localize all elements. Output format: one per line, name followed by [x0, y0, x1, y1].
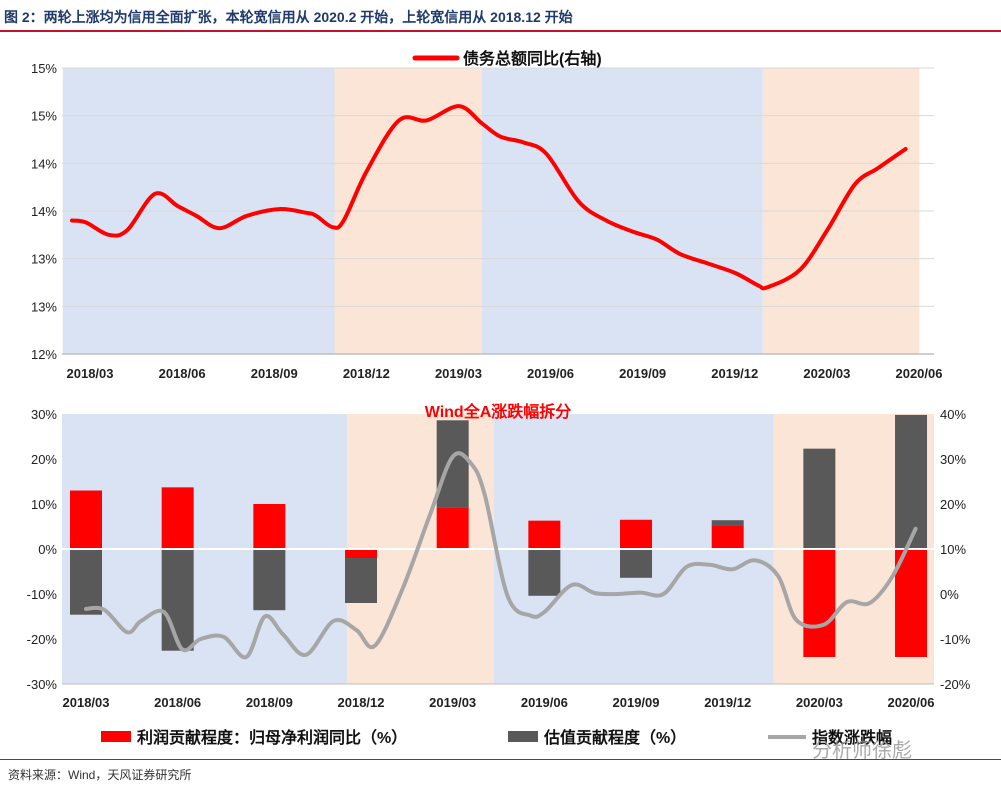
bottom-x-tick: 2018/09 [246, 695, 293, 710]
top-y-tick: 14% [31, 156, 57, 171]
bottom-x-tick: 2018/03 [63, 695, 110, 710]
top-x-tick: 2020/03 [803, 366, 850, 381]
bottom-x-tick: 2019/03 [429, 695, 476, 710]
bottom-x-tick: 2018/12 [338, 695, 385, 710]
bottom-right-y-tick: 20% [940, 497, 966, 512]
legend-swatch-valuation [508, 731, 538, 742]
top-y-tick: 13% [31, 299, 57, 314]
top-x-tick: 2019/12 [711, 366, 758, 381]
top-x-tick: 2019/06 [527, 366, 574, 381]
legend-swatch-profit [101, 731, 131, 742]
source-rule [0, 759, 1001, 760]
watermark-text: 分析师徐彪 [812, 740, 912, 762]
bottom-right-y-tick: 30% [940, 452, 966, 467]
bottom-x-tick: 2018/06 [154, 695, 201, 710]
top-x-tick: 2018/12 [343, 366, 390, 381]
bottom-right-y-tick: 40% [940, 407, 966, 422]
legend-label-valuation: 估值贡献程度（%） [543, 728, 686, 747]
valuation-bar [803, 448, 836, 549]
top-y-tick: 15% [31, 61, 57, 76]
top-y-tick: 12% [31, 347, 57, 362]
top-y-tick: 13% [31, 252, 57, 267]
bottom-x-tick: 2019/12 [704, 695, 751, 710]
bottom-y-ticks-right: 40% 30% 20% 10% 0% -10% -20% [940, 407, 971, 692]
valuation-bar [436, 420, 469, 508]
bottom-chart-title: Wind全A涨跌幅拆分 [425, 402, 572, 421]
charts-canvas: 12%13%13%14%14%15%15% 2018/03 2018/06 2018… [27, 49, 971, 747]
bottom-right-y-tick: -20% [940, 677, 971, 692]
bottom-legend: 利润贡献程度：归母净利润同比（%） 估值贡献程度（%） 指数涨跌幅 [101, 728, 892, 747]
valuation-bar [161, 549, 194, 651]
valuation-bar [711, 520, 744, 526]
valuation-bar [895, 414, 928, 549]
profit-bar [161, 487, 194, 549]
bottom-left-y-tick: 20% [31, 452, 57, 467]
bottom-left-y-tick: 10% [31, 497, 57, 512]
index-decomposition-chart: 30% 20% 10% 0% -10% -20% -30% 40% 30% 20% 10% 0% -1… [27, 402, 971, 747]
legend-label-index: 指数涨跌幅 [812, 728, 892, 747]
top-x-ticks: 2018/03 2018/06 2018/09 2018/12 2019/03 2019/… [67, 366, 943, 381]
bottom-right-y-tick: 10% [940, 542, 966, 557]
valuation-bar [528, 549, 561, 596]
top-x-tick: 2018/09 [251, 366, 298, 381]
top-legend: 债务总额同比(右轴) [412, 49, 602, 68]
bottom-x-tick: 2019/06 [521, 695, 568, 710]
valuation-bar [253, 549, 286, 611]
profit-bar [70, 490, 102, 549]
debt-growth-chart: 12%13%13%14%14%15%15% 2018/03 2018/06 2018… [31, 49, 943, 381]
title-rule [0, 30, 1001, 32]
bottom-x-tick: 2020/06 [888, 695, 935, 710]
source-note: 资料来源：Wind，天风证券研究所 [8, 768, 192, 782]
profit-bar [620, 519, 653, 549]
bottom-x-tick: 2019/09 [613, 695, 660, 710]
figure-title: 图 2：两轮上涨均为信用全面扩张，本轮宽信用从 2020.2 开始，上轮宽信用从… [4, 9, 573, 25]
bottom-left-y-tick: -10% [27, 587, 58, 602]
profit-bar [711, 525, 744, 549]
index-change-line [84, 451, 918, 660]
top-x-tick: 2018/06 [159, 366, 206, 381]
top-y-ticks: 12% 13% 13% 14% 14% 15% 15% [31, 61, 57, 362]
bottom-bars [70, 414, 928, 657]
profit-bar [528, 520, 561, 549]
top-x-tick: 2019/09 [619, 366, 666, 381]
bottom-right-y-tick: 0% [940, 587, 959, 602]
valuation-bar [70, 549, 102, 615]
top-y-tick: 14% [31, 204, 57, 219]
profit-bar [253, 504, 286, 549]
top-grid [62, 67, 934, 307]
bottom-x-tick: 2020/03 [796, 695, 843, 710]
profit-bar [895, 549, 928, 657]
bottom-left-y-tick: -20% [27, 632, 58, 647]
profit-bar [345, 549, 378, 558]
top-y-tick: 15% [31, 109, 57, 124]
legend-label-profit: 利润贡献程度：归母净利润同比（%） [137, 728, 407, 747]
profit-bar [803, 549, 836, 657]
bottom-right-y-tick: -10% [940, 632, 971, 647]
bottom-x-ticks: 2018/03 2018/06 2018/09 2018/12 2019/03 2019/… [63, 695, 935, 710]
debt-growth-line [70, 104, 908, 291]
top-x-tick: 2020/06 [895, 366, 942, 381]
valuation-bar [345, 558, 378, 603]
top-legend-label: 债务总额同比(右轴) [463, 49, 602, 68]
bottom-left-y-tick: 30% [31, 407, 57, 422]
bottom-left-y-tick: 0% [38, 542, 57, 557]
top-x-tick: 2018/03 [67, 366, 114, 381]
valuation-bar [620, 549, 653, 578]
top-x-tick: 2019/03 [435, 366, 482, 381]
profit-bar [436, 507, 469, 549]
bottom-y-ticks-left: 30% 20% 10% 0% -10% -20% -30% [27, 407, 58, 692]
bottom-left-y-tick: -30% [27, 677, 58, 692]
